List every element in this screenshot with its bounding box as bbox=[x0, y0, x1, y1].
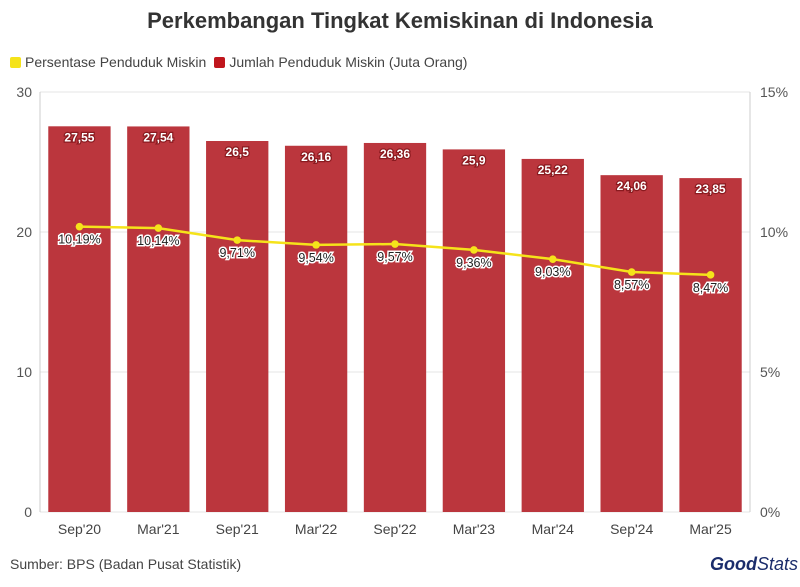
line-value-label: 10,14% bbox=[137, 234, 179, 248]
x-tick-label: Mar'23 bbox=[453, 521, 496, 537]
source-note: Sumber: BPS (Badan Pusat Statistik) bbox=[10, 556, 242, 572]
legend-label-count: Jumlah Penduduk Miskin (Juta Orang) bbox=[229, 54, 468, 70]
y-tick-left: 20 bbox=[16, 224, 32, 240]
bar bbox=[48, 126, 111, 513]
y-tick-right: 5% bbox=[760, 364, 780, 380]
y-tick-left: 30 bbox=[16, 84, 32, 100]
bar bbox=[363, 142, 427, 512]
line-point bbox=[627, 268, 636, 276]
y-tick-left: 10 bbox=[16, 364, 32, 380]
bar bbox=[679, 178, 742, 512]
chart-title: Perkembangan Tingkat Kemiskinan di Indon… bbox=[147, 8, 653, 33]
line-point bbox=[391, 240, 399, 248]
line-value-label: 9,03% bbox=[535, 265, 570, 279]
line-value-label: 8,57% bbox=[614, 278, 649, 292]
line-value-label: 9,57% bbox=[377, 250, 412, 264]
goodstats-logo: GoodStats bbox=[710, 554, 798, 575]
line-value-label: 9,36% bbox=[456, 256, 491, 270]
line-point bbox=[706, 271, 715, 279]
line-value-label: 9,71% bbox=[219, 246, 254, 260]
bar bbox=[284, 145, 348, 512]
x-tick-label: Mar'24 bbox=[532, 521, 575, 537]
legend-item-count[interactable]: Jumlah Penduduk Miskin (Juta Orang) bbox=[214, 54, 467, 70]
bar bbox=[521, 158, 584, 513]
line-point bbox=[548, 255, 557, 263]
logo-suffix: Stats bbox=[757, 554, 799, 574]
line-point bbox=[75, 222, 84, 231]
legend-swatch-percentage bbox=[10, 56, 21, 68]
x-tick-label: Mar'22 bbox=[295, 521, 338, 537]
x-tick-label: Sep'20 bbox=[58, 521, 101, 537]
bar-value-label: 27,54 bbox=[143, 130, 173, 144]
x-tick-label: Sep'21 bbox=[216, 521, 259, 537]
x-tick-label: Sep'24 bbox=[610, 521, 653, 537]
bar-value-label: 26,16 bbox=[301, 150, 331, 164]
bar-value-label: 25,9 bbox=[462, 153, 486, 167]
line-value-label: 8,47% bbox=[693, 281, 728, 295]
legend-item-percentage[interactable]: Persentase Penduduk Miskin bbox=[10, 54, 206, 70]
bar bbox=[442, 149, 506, 512]
bar-value-label: 26,36 bbox=[380, 147, 410, 161]
legend-swatch-count bbox=[214, 56, 226, 68]
x-tick-label: Mar'21 bbox=[137, 521, 180, 537]
bar bbox=[600, 175, 663, 512]
bar bbox=[127, 126, 190, 512]
line-point bbox=[312, 241, 320, 249]
line-point bbox=[154, 224, 163, 232]
bar-value-label: 27,55 bbox=[64, 130, 94, 144]
y-tick-right: 15% bbox=[760, 84, 788, 100]
bar-value-label: 23,85 bbox=[696, 182, 726, 196]
line-value-label: 10,19% bbox=[58, 233, 100, 247]
x-tick-label: Sep'22 bbox=[373, 521, 416, 537]
x-tick-label: Mar'25 bbox=[689, 521, 732, 537]
line-point bbox=[470, 246, 478, 254]
y-tick-right: 10% bbox=[760, 224, 788, 240]
bar-value-label: 26,5 bbox=[226, 145, 250, 159]
bar-value-label: 25,22 bbox=[538, 163, 568, 177]
y-tick-right: 0% bbox=[760, 504, 780, 520]
bar bbox=[206, 141, 269, 512]
y-tick-left: 0 bbox=[24, 504, 32, 520]
logo-brand: Good bbox=[710, 554, 757, 574]
line-value-label: 9,54% bbox=[298, 251, 333, 265]
line-point bbox=[233, 236, 242, 244]
chart-legend: Persentase Penduduk Miskin Jumlah Pendud… bbox=[10, 52, 475, 72]
bar-value-label: 24,06 bbox=[617, 179, 647, 193]
legend-label-percentage: Persentase Penduduk Miskin bbox=[25, 54, 207, 70]
